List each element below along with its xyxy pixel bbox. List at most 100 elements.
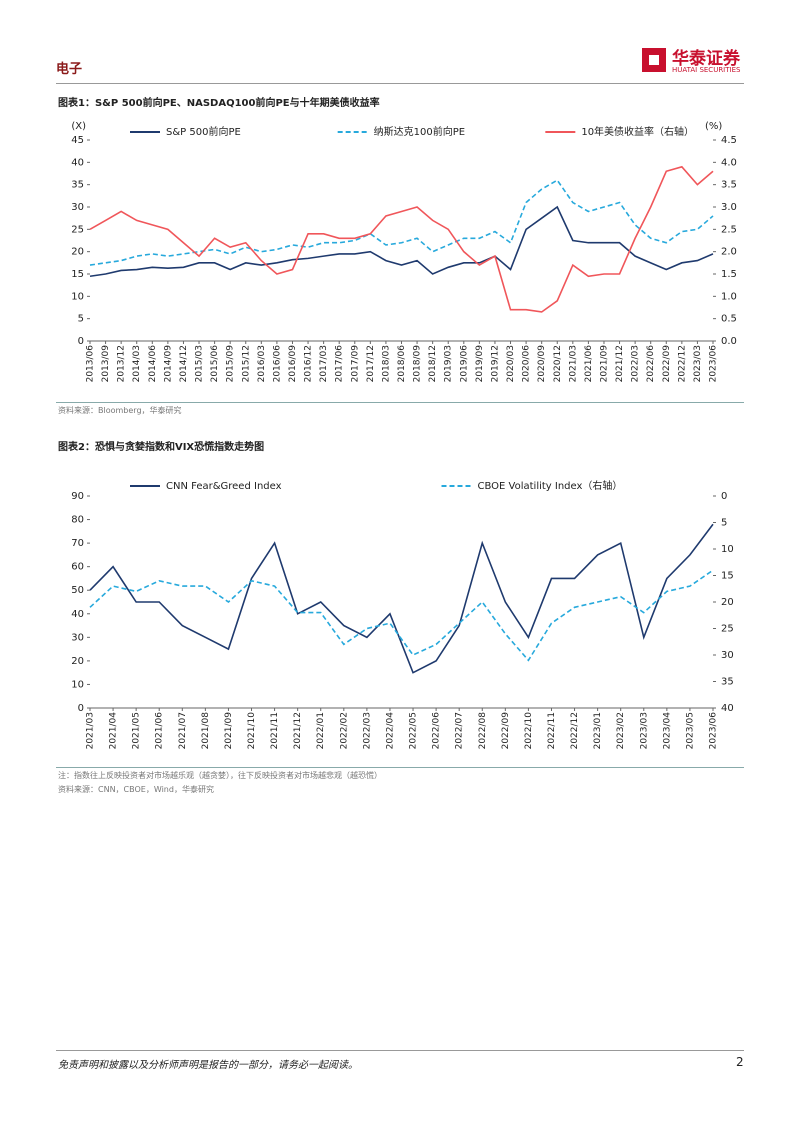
legend-label: 纳斯达克100前向PE xyxy=(374,125,465,138)
logo-cn: 华泰证券 xyxy=(672,49,740,69)
x-tick-label: 2020/09 xyxy=(537,345,547,383)
y2-tick-label: 2.0 xyxy=(721,247,737,258)
x-tick-label: 2017/06 xyxy=(335,345,345,383)
y-tick-label: 20 xyxy=(71,656,84,667)
section: 电子 xyxy=(56,62,83,77)
x-tick-label: 2013/09 xyxy=(101,345,111,383)
x-tick-label: 2021/12 xyxy=(615,345,625,382)
x-tick-label: 2023/03 xyxy=(639,712,649,749)
figure-title: 图表1：S&P 500前向PE、NASDAQ100前向PE与十年期美债收益率 xyxy=(58,98,380,109)
x-tick-label: 2016/03 xyxy=(257,345,267,382)
x-tick-label: 2020/06 xyxy=(522,345,532,383)
y-tick-label: 10 xyxy=(71,291,84,302)
series-line xyxy=(89,569,714,662)
y-tick-label: 40 xyxy=(71,157,84,168)
y-tick-label: 40 xyxy=(71,609,84,620)
y2-tick-label: 4.5 xyxy=(721,135,737,146)
disclaimer: 免责声明和披露以及分析师声明是报告的一部分，请务必一起阅读。 xyxy=(58,1060,358,1071)
x-tick-label: 2021/12 xyxy=(293,712,303,749)
y2-tick-label: 3.5 xyxy=(721,180,737,191)
x-tick-label: 2019/09 xyxy=(475,345,485,383)
y-tick-label: 80 xyxy=(71,515,84,526)
x-tick-label: 2022/09 xyxy=(501,712,511,750)
x-tick-label: 2022/12 xyxy=(677,345,687,382)
y2-tick-label: 1.0 xyxy=(721,291,737,302)
x-tick-label: 2016/09 xyxy=(288,345,298,383)
y2-tick-label: 10 xyxy=(721,544,734,555)
y-tick-label: 90 xyxy=(71,491,84,502)
x-tick-label: 2018/09 xyxy=(413,345,423,383)
x-tick-label: 2018/06 xyxy=(397,345,407,383)
series-line xyxy=(89,523,714,674)
x-tick-label: 2019/03 xyxy=(444,345,454,382)
legend-label: CNN Fear&Greed Index xyxy=(166,481,282,492)
y2-tick-label: 4.0 xyxy=(721,157,737,168)
series-line xyxy=(89,205,714,278)
x-tick-label: 2023/06 xyxy=(709,712,719,750)
y-tick-label: 20 xyxy=(71,247,84,258)
rule xyxy=(56,402,744,403)
logo-icon xyxy=(642,48,666,72)
x-tick-label: 2021/07 xyxy=(178,712,188,749)
x-tick-label: 2022/12 xyxy=(570,712,580,749)
x-tick-label: 2023/01 xyxy=(593,712,603,749)
y2-tick-label: 2.5 xyxy=(721,224,737,235)
x-tick-label: 2021/10 xyxy=(247,712,257,750)
y2-tick-label: 5 xyxy=(721,518,727,529)
x-tick-label: 2022/09 xyxy=(662,345,672,383)
y-tick-label: 25 xyxy=(71,224,84,235)
footer-rule xyxy=(56,1050,744,1051)
x-tick-label: 2023/05 xyxy=(685,712,695,749)
series-line xyxy=(89,179,714,266)
x-tick-label: 2022/01 xyxy=(316,712,326,749)
y-tick-label: 10 xyxy=(71,679,84,690)
legend-label: CBOE Volatility Index（右轴） xyxy=(478,479,623,492)
y2-tick-label: 30 xyxy=(721,650,734,661)
x-tick-label: 2023/03 xyxy=(693,345,703,382)
y-tick-label: 50 xyxy=(71,585,84,596)
x-tick-label: 2023/04 xyxy=(662,712,672,750)
x-tick-label: 2022/10 xyxy=(524,712,534,750)
y2-tick-label: 35 xyxy=(721,677,734,688)
y2-tick-label: 0.5 xyxy=(721,314,737,325)
x-tick-label: 2018/03 xyxy=(381,345,391,382)
y2-tick-label: 20 xyxy=(721,597,734,608)
y2-unit: (%) xyxy=(705,121,722,132)
x-tick-label: 2014/09 xyxy=(163,345,173,383)
y-tick-label: 35 xyxy=(71,180,84,191)
x-tick-label: 2017/12 xyxy=(366,345,376,382)
header-rule xyxy=(56,83,744,84)
y-tick-label: 0 xyxy=(78,336,84,347)
x-tick-label: 2013/06 xyxy=(86,345,96,383)
x-tick-label: 2023/02 xyxy=(616,712,626,749)
x-tick-label: 2017/03 xyxy=(319,345,329,382)
x-tick-label: 2015/03 xyxy=(195,345,205,382)
x-tick-label: 2021/04 xyxy=(109,712,119,750)
chart: 0 5 10 15 20 25 30 35 40 45 0.0 0.5 1.0 1.5 2.0 2.5 3.0 3… xyxy=(71,121,737,383)
note: 注：指数往上反映投资者对市场越乐观（越贪婪），往下反映投资者对市场越悲观（越恐慌… xyxy=(58,771,382,780)
y-tick-label: 45 xyxy=(71,135,84,146)
y2-tick-label: 25 xyxy=(721,624,734,635)
y-tick-label: 70 xyxy=(71,538,84,549)
source: 资料来源：CNN，CBOE，Wind，华泰研究 xyxy=(58,785,214,794)
x-tick-label: 2023/06 xyxy=(709,345,719,383)
x-tick-label: 2022/05 xyxy=(409,712,419,749)
x-tick-label: 2022/06 xyxy=(432,712,442,750)
series-line xyxy=(89,165,714,313)
x-tick-label: 2022/08 xyxy=(478,712,488,750)
x-tick-label: 2020/12 xyxy=(553,345,563,382)
x-tick-label: 2015/06 xyxy=(210,345,220,383)
x-tick-label: 2019/12 xyxy=(490,345,500,382)
y-tick-label: 30 xyxy=(71,202,84,213)
x-tick-label: 2021/06 xyxy=(155,712,165,750)
y2-tick-label: 0.0 xyxy=(721,336,737,347)
x-tick-label: 2018/12 xyxy=(428,345,438,382)
rule xyxy=(56,767,744,768)
x-tick-label: 2016/06 xyxy=(272,345,282,383)
y-tick-label: 15 xyxy=(71,269,84,280)
y2-tick-label: 1.5 xyxy=(721,269,737,280)
x-tick-label: 2021/11 xyxy=(270,712,280,749)
logo-en: HUATAI SECURITIES xyxy=(672,66,741,74)
source: 资料来源：Bloomberg，华泰研究 xyxy=(58,406,182,415)
